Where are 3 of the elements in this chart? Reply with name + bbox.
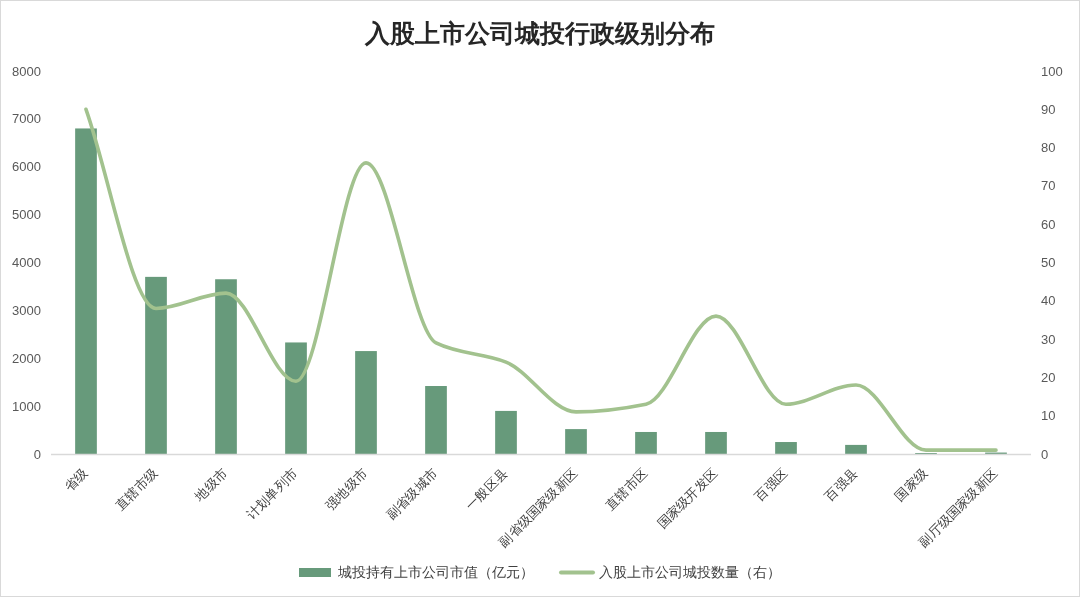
legend-label: 入股上市公司城投数量（右） (599, 564, 781, 580)
legend-label: 城投持有上市公司市值（亿元） (337, 564, 534, 580)
title: 入股上市公司城投行政级别分布 (365, 19, 715, 48)
